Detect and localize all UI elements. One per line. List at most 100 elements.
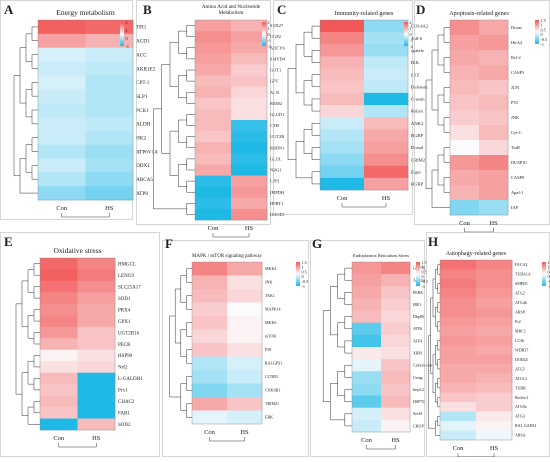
row-label: Cyt-C — [511, 130, 522, 135]
heatmap-cell — [440, 393, 476, 403]
heatmap-cell — [440, 355, 476, 365]
row-dendrogram — [26, 145, 32, 173]
heatmap-cell — [195, 42, 231, 53]
row-dendrogram — [432, 50, 438, 110]
heatmap-cell — [231, 120, 267, 131]
heatmap-cell — [320, 93, 364, 105]
heatmap-cell — [40, 292, 78, 304]
heatmap-cell — [86, 186, 134, 200]
row-dendrogram — [444, 28, 450, 43]
legend-tick: -1 — [268, 38, 272, 43]
row-label: Prx1 — [118, 389, 128, 394]
row-label: Apaf-1 — [511, 190, 523, 195]
heatmap-cell — [195, 142, 231, 153]
heatmap-cell — [320, 105, 364, 117]
row-dendrogram — [170, 42, 178, 86]
heatmap-cell — [227, 262, 262, 276]
row-label: AKR1E2 — [136, 66, 156, 72]
row-label: GOT1 — [270, 68, 281, 73]
row-dendrogram — [20, 158, 38, 193]
panel-title: MAPK / mTOR signaling pathway — [192, 254, 262, 259]
row-dendrogram — [162, 64, 170, 153]
heatmap-cell — [364, 141, 408, 153]
heatmap-cell — [364, 117, 408, 129]
row-label: Defensin — [411, 84, 428, 89]
row-dendrogram — [312, 172, 320, 184]
heatmap-cell — [440, 336, 476, 346]
heatmap-cell — [192, 330, 227, 344]
row-label: ATP8 — [136, 191, 148, 197]
row-dendrogram — [435, 307, 437, 326]
heatmap-cell — [38, 172, 86, 186]
heatmap-cell — [479, 170, 508, 185]
row-label: MRC1 — [515, 328, 526, 333]
row-label: SNX27 — [270, 23, 284, 28]
row-label: CTH — [270, 123, 280, 128]
row-dendrogram — [186, 323, 192, 337]
heatmap-cell — [381, 383, 410, 395]
row-dendrogram — [438, 95, 444, 125]
column-label: Con — [56, 205, 68, 212]
heatmap-cell — [78, 292, 116, 304]
heatmap-cell — [476, 260, 512, 270]
row-dendrogram — [187, 181, 195, 192]
row-dendrogram — [34, 401, 40, 412]
row-dendrogram — [22, 281, 28, 327]
row-label: Dbp80 — [413, 314, 424, 319]
row-dendrogram — [438, 155, 444, 185]
row-label: TUBB — [515, 385, 526, 390]
row-label: IAP — [511, 205, 519, 210]
heatmap-cell — [364, 20, 408, 32]
heatmap-cell — [40, 384, 78, 396]
row-label: IRE1 — [413, 302, 421, 307]
row-dendrogram — [432, 170, 450, 208]
heatmap-cell — [381, 286, 410, 298]
heatmap-cell — [364, 154, 408, 166]
heatmap-cell — [476, 345, 512, 355]
row-label: JNK — [265, 280, 272, 285]
column-label: HS — [391, 437, 400, 444]
row-dendrogram — [438, 284, 440, 293]
row-dendrogram — [433, 279, 435, 317]
row-dendrogram — [34, 310, 40, 321]
heatmap-cell — [381, 298, 410, 310]
row-dendrogram — [438, 359, 440, 368]
heatmap-cell — [450, 80, 479, 95]
row-label: TAK1 — [265, 293, 275, 298]
heatmap-cell — [40, 338, 78, 350]
heatmap-cell — [192, 357, 227, 371]
heatmap-cell — [364, 32, 408, 44]
row-label: ATF4 — [413, 338, 422, 343]
row-dendrogram — [32, 82, 38, 96]
heatmap-cell — [320, 20, 364, 32]
heatmap-cell — [78, 384, 116, 396]
legend-bar — [404, 22, 408, 46]
row-dendrogram — [186, 377, 192, 391]
row-label: LC3b — [515, 338, 524, 343]
row-dendrogram — [330, 286, 337, 335]
heatmap-cell — [381, 262, 410, 274]
column-label: Con — [337, 195, 349, 202]
heatmap-cell — [476, 421, 512, 431]
row-label: ATG4b — [515, 300, 527, 305]
row-dendrogram — [296, 44, 304, 93]
heatmap-cell — [476, 269, 512, 279]
column-label: Con — [204, 429, 216, 436]
row-dendrogram — [345, 390, 352, 402]
row-dendrogram — [323, 311, 330, 402]
row-dendrogram — [187, 203, 195, 214]
heatmap-cell — [231, 109, 267, 120]
panel-title: Endoplasmic Reticulum Stress — [353, 253, 410, 258]
heatmap-cell — [231, 42, 267, 53]
heatmap-cell — [381, 396, 410, 408]
heatmap-cell — [78, 269, 116, 281]
heatmap-cell — [227, 397, 262, 411]
legend-tick: -1 — [410, 38, 414, 43]
row-label: ACD1 — [136, 39, 150, 45]
heatmap-cell — [476, 307, 512, 317]
row-dendrogram — [345, 414, 352, 426]
row-label: UGT2B16 — [118, 331, 140, 336]
column-label: Con — [453, 445, 465, 452]
panel-letter: G — [312, 236, 322, 251]
